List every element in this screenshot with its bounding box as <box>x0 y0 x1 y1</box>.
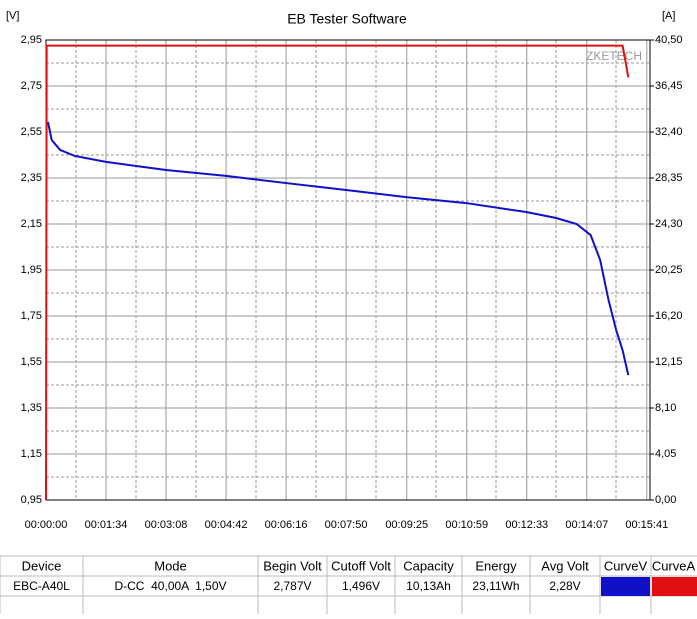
y2-tick-label: 4,05 <box>655 448 676 460</box>
y2-tick-label: 28,35 <box>655 172 683 184</box>
y-tick-label: 2,15 <box>21 218 42 230</box>
watermark: ZKETECH <box>586 49 642 63</box>
y2-tick-label: 8,10 <box>655 402 676 414</box>
x-tick-label: 00:10:59 <box>445 519 488 531</box>
y2-tick-label: 12,15 <box>655 356 683 368</box>
table-cell: 23,11Wh <box>472 579 519 593</box>
x-tick-label: 00:01:34 <box>85 519 128 531</box>
y2-tick-label: 24,30 <box>655 218 683 230</box>
curve-v-color <box>601 577 650 596</box>
table-header: Avg Volt <box>541 558 589 573</box>
table-cell: 2,787V <box>273 579 311 593</box>
y2-tick-label: 16,20 <box>655 310 683 322</box>
y-tick-label: 2,35 <box>21 172 42 184</box>
y-tick-label: 1,35 <box>21 402 42 414</box>
y-tick-label: 0,95 <box>21 494 42 506</box>
table-cell: 2,28V <box>549 579 580 593</box>
table-header: Device <box>22 558 62 573</box>
x-tick-label: 00:14:07 <box>565 519 608 531</box>
y2-unit: [A] <box>662 10 675 22</box>
table-cell: D-CC 40,00A 1,50V <box>114 579 226 593</box>
chart-title: EB Tester Software <box>287 11 407 27</box>
table-header: Begin Volt <box>263 558 322 573</box>
table-cell: 1,496V <box>342 579 380 593</box>
y-tick-label: 2,75 <box>21 80 42 92</box>
table-header: Energy <box>475 558 517 573</box>
table-cell: 10,13Ah <box>406 579 451 593</box>
y-tick-label: 1,15 <box>21 448 42 460</box>
y2-tick-label: 36,45 <box>655 80 683 92</box>
table-cell: EBC-A40L <box>13 579 70 593</box>
series-line <box>45 44 630 501</box>
series-line <box>46 121 630 376</box>
x-tick-label: 00:15:41 <box>625 519 668 531</box>
x-tick-label: 00:09:25 <box>385 519 428 531</box>
y-unit: [V] <box>6 10 19 22</box>
x-tick-label: 00:00:00 <box>25 519 68 531</box>
y2-tick-label: 40,50 <box>655 34 683 46</box>
x-tick-label: 00:04:42 <box>205 519 248 531</box>
y-tick-label: 1,95 <box>21 264 42 276</box>
table-header: Capacity <box>403 558 454 573</box>
y2-tick-label: 20,25 <box>655 264 683 276</box>
curve-a-color <box>652 577 697 596</box>
y2-tick-label: 32,40 <box>655 126 683 138</box>
y-tick-label: 2,55 <box>21 126 42 138</box>
y-tick-label: 1,75 <box>21 310 42 322</box>
x-tick-label: 00:03:08 <box>145 519 188 531</box>
table-header: Cutoff Volt <box>331 558 391 573</box>
table-header: CurveV <box>604 558 648 573</box>
y2-tick-label: 0,00 <box>655 494 676 506</box>
y-tick-label: 1,55 <box>21 356 42 368</box>
y-tick-label: 2,95 <box>21 34 42 46</box>
x-tick-label: 00:07:50 <box>325 519 368 531</box>
x-tick-label: 00:12:33 <box>505 519 548 531</box>
x-tick-label: 00:06:16 <box>265 519 308 531</box>
table-header: CurveA <box>652 558 696 573</box>
table-header: Mode <box>154 558 187 573</box>
